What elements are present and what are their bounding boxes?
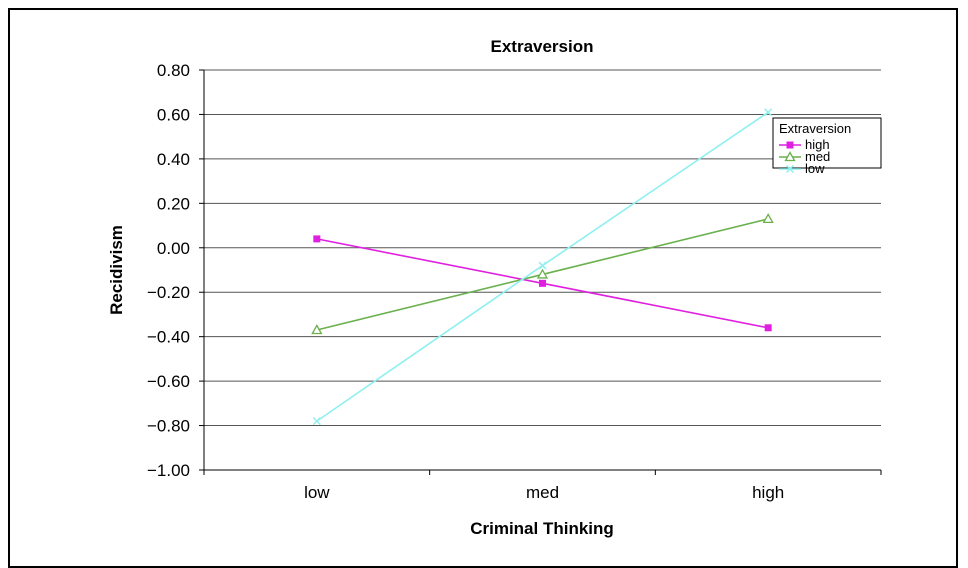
series-low: [312, 108, 773, 426]
chart-frame: [8, 8, 958, 568]
series-high: [313, 235, 772, 332]
grid-lines: [204, 69, 881, 427]
x-tick-label: med: [526, 483, 559, 502]
y-tick-label: 0.20: [157, 194, 190, 213]
legend-marker-med: [784, 151, 796, 162]
data-point-med: [762, 213, 774, 224]
y-tick-label: −1.00: [147, 461, 190, 480]
y-tick-label: −0.20: [147, 283, 190, 302]
axes: [199, 69, 882, 475]
series-med: [311, 213, 774, 335]
data-point-low: [764, 108, 773, 117]
legend-title: Extraversion: [779, 121, 851, 136]
data-point-med: [536, 268, 549, 279]
y-tick-label: −0.40: [147, 328, 190, 347]
data-point-low: [538, 261, 547, 270]
x-tick-labels: low med high: [304, 483, 784, 502]
x-axis-title: Criminal Thinking: [470, 519, 614, 538]
y-tick-labels: 0.80 0.60 0.40 0.20 0.00 −0.20 −0.40 −0.60 −0.80…: [147, 61, 190, 480]
y-tick-label: −0.60: [147, 372, 190, 391]
legend-item-med: med: [779, 149, 830, 164]
x-tick-label: low: [304, 483, 330, 502]
chart-title: Extraversion: [491, 37, 594, 56]
series-lines: [311, 108, 774, 426]
y-tick-label: −0.80: [147, 417, 190, 436]
legend-marker-low: [785, 164, 795, 174]
y-axis-title: Recidivism: [107, 225, 126, 315]
data-point-med: [311, 324, 323, 335]
legend-marker-high: [786, 141, 794, 149]
y-tick-label: 0.40: [157, 150, 190, 169]
legend-item-low: low: [779, 161, 825, 176]
legend-label-low: low: [805, 161, 825, 176]
data-point-high: [539, 279, 546, 287]
legend-label-med: med: [805, 149, 830, 164]
y-tick-label: 0.80: [157, 61, 190, 80]
legend-label-high: high: [805, 137, 830, 152]
data-point-high: [313, 235, 321, 243]
y-tick-label: 0.60: [157, 105, 190, 124]
x-tick-label: high: [752, 483, 784, 502]
legend-item-high: high: [779, 137, 830, 152]
y-tick-label: 0.00: [157, 239, 190, 258]
data-point-low: [312, 417, 321, 426]
data-point-high: [764, 324, 772, 332]
